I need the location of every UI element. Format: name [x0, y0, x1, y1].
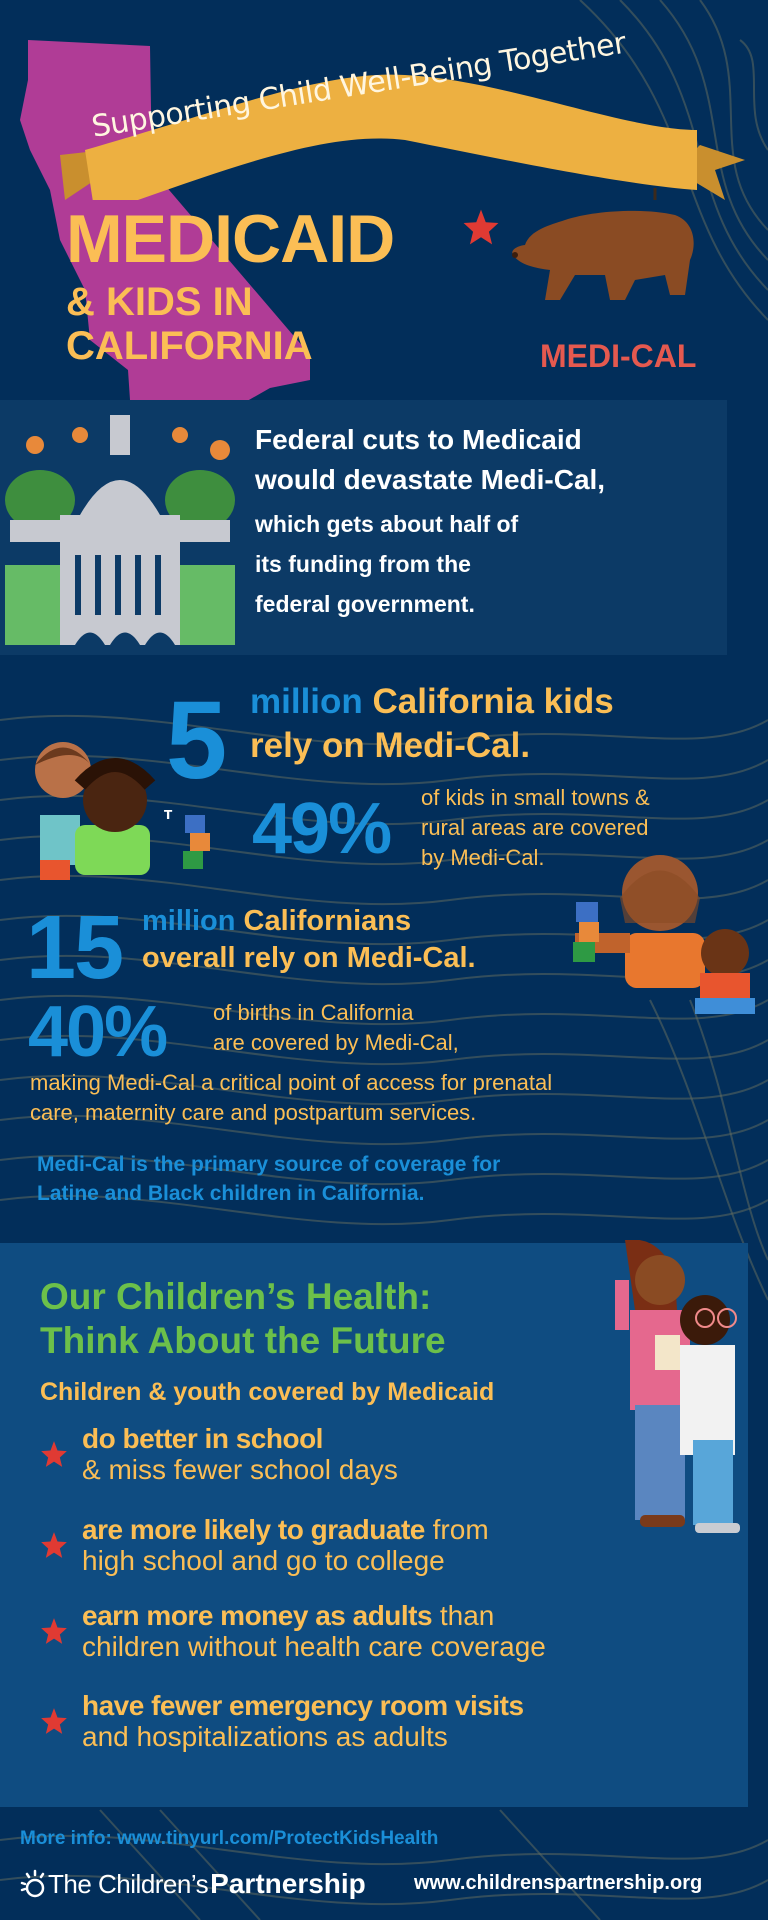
block-letter-t: T — [164, 808, 173, 822]
benefit-item: do better in school & miss fewer school … — [40, 1423, 398, 1485]
benefit-inline-text: from — [424, 1514, 489, 1545]
benefit-light-text: and hospitalizations as adults — [82, 1721, 448, 1752]
stat-kids-unit: million — [250, 682, 363, 721]
benefit-bold-text: have fewer emergency room visits — [82, 1690, 524, 1721]
logo-text-partnership: Partnership — [210, 1868, 366, 1899]
stat-rural-number: 49% — [252, 789, 392, 869]
red-star-bullet-icon — [41, 1532, 67, 1558]
benefit-bold-text: are more likely to graduate — [82, 1514, 425, 1545]
federal-cuts-text: Federal cuts to Medicaid would devastate… — [255, 420, 605, 624]
future-panel — [0, 1243, 748, 1807]
stat-overall-line-2: overall rely on Medi-Cal. — [142, 942, 476, 974]
benefit-inline-text: than — [432, 1600, 495, 1631]
future-title: Our Children’s Health: Think About the F… — [40, 1275, 446, 1363]
future-subtitle: Children & youth covered by Medicaid — [40, 1378, 495, 1406]
medi-cal-label: MEDI-CAL — [540, 338, 697, 374]
federal-rest-line-3: federal government. — [255, 591, 475, 617]
stat-overall-number: 15 — [26, 898, 124, 998]
red-star-bullet-icon — [41, 1618, 67, 1644]
stat-births-line-4: care, maternity care and postpartum serv… — [30, 1100, 477, 1125]
subtitle-line-2: CALIFORNIA — [66, 324, 313, 368]
sun-logo-icon — [20, 1869, 45, 1898]
stat-births-line-2: are covered by Medi-Cal, — [213, 1030, 459, 1055]
stat-births-line-1: of births in California — [213, 1000, 414, 1025]
federal-lead-line-2: would devastate Medi-Cal, — [255, 464, 606, 495]
federal-rest-line-1: which gets about half of — [255, 511, 519, 537]
stat-rural-text: of kids in small towns & rural areas are… — [421, 783, 650, 873]
benefit-item: are more likely to graduate from high sc… — [40, 1514, 489, 1576]
stat-overall-text: million Californians overall rely on Med… — [142, 903, 476, 977]
children-reading-illustration — [575, 855, 755, 1014]
red-star-bullet-icon — [41, 1441, 67, 1467]
coverage-note-line-1: Medi-Cal is the primary source of covera… — [37, 1153, 501, 1176]
stat-kids-number: 5 — [166, 679, 227, 802]
banner-ribbon-icon — [60, 74, 745, 200]
children-playing-illustration — [35, 742, 210, 880]
childrens-partnership-logo: The Children’s Partnership — [20, 1868, 366, 1900]
california-bear-icon — [512, 210, 694, 300]
coverage-note: Medi-Cal is the primary source of covera… — [37, 1150, 500, 1208]
title-subtitle: & KIDS IN CALIFORNIA — [66, 280, 313, 368]
stat-kids-text: million California kids rely on Medi-Cal… — [250, 680, 614, 768]
coverage-note-line-2: Latine and Black children in California. — [37, 1182, 425, 1205]
federal-lead-line-1: Federal cuts to Medicaid — [255, 424, 582, 455]
title-medicaid: MEDICAID — [66, 201, 395, 277]
benefit-light-text: high school and go to college — [82, 1545, 445, 1576]
more-info-link[interactable]: More info: www.tinyurl.com/ProtectKidsHe… — [20, 1828, 439, 1849]
benefit-light-text: & miss fewer school days — [82, 1454, 398, 1485]
stat-kids-line-2: rely on Medi-Cal. — [250, 726, 531, 765]
benefit-item: have fewer emergency room visits and hos… — [40, 1690, 524, 1752]
benefit-bold-text: do better in school — [82, 1423, 323, 1454]
red-star-icon — [463, 209, 499, 245]
teacher-doctor-illustration — [615, 1240, 740, 1533]
stat-births-number: 40% — [28, 992, 168, 1072]
red-star-bullet-icon — [41, 1708, 67, 1734]
website-link[interactable]: www.childrenspartnership.org — [414, 1872, 703, 1894]
benefit-light-text: children without health care coverage — [82, 1631, 546, 1662]
stat-births-text: of births in California are covered by M… — [213, 998, 459, 1058]
benefit-item: earn more money as adults than children … — [40, 1600, 546, 1662]
california-map-icon — [20, 40, 310, 405]
subtitle-line-1: & KIDS IN — [66, 280, 253, 324]
stat-births-line-3: making Medi-Cal a critical point of acce… — [30, 1070, 553, 1095]
stat-rural-line-1: of kids in small towns & — [421, 785, 650, 810]
federal-rest-line-2: its funding from the — [255, 551, 471, 577]
stat-rural-line-3: by Medi-Cal. — [421, 845, 545, 870]
stat-kids-line-1: California kids — [372, 682, 614, 721]
benefit-bold-text: earn more money as adults — [82, 1600, 433, 1631]
stat-overall-unit: million — [142, 905, 236, 937]
future-title-line-1: Our Children’s Health: — [40, 1276, 432, 1317]
stat-births-continuation: making Medi-Cal a critical point of acce… — [30, 1068, 552, 1128]
stat-overall-line-1: Californians — [243, 905, 412, 937]
letter-blocks-icon — [573, 902, 599, 962]
logo-text-the-childrens: The Children’s — [48, 1868, 209, 1899]
stat-rural-line-2: rural areas are covered — [421, 815, 649, 840]
future-title-line-2: Think About the Future — [40, 1320, 446, 1361]
state-capitol-icon — [5, 415, 235, 645]
